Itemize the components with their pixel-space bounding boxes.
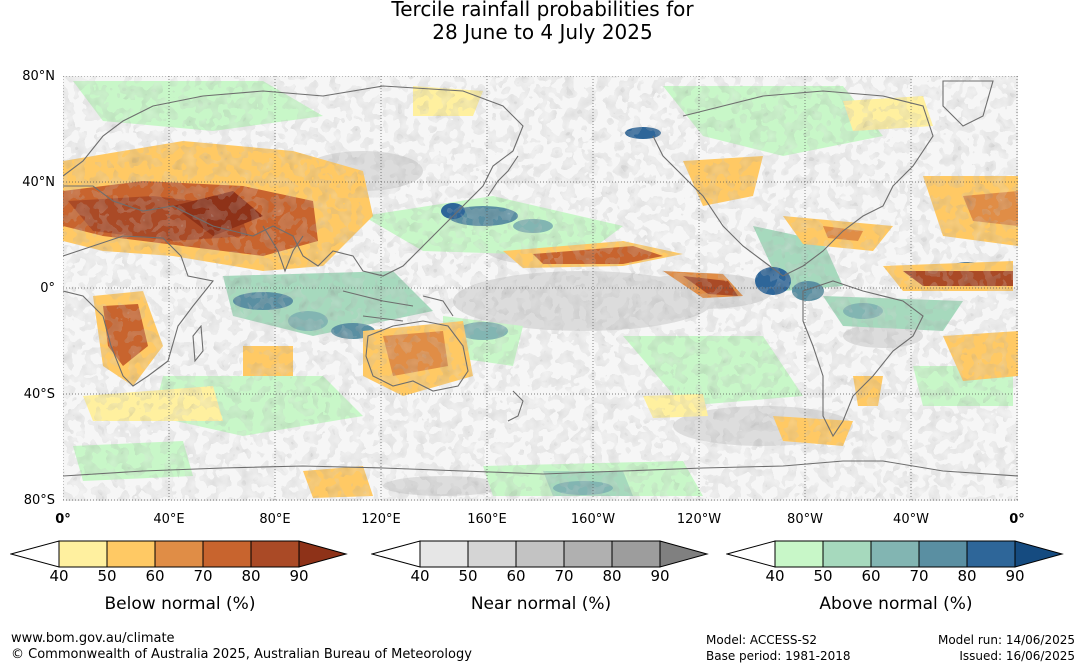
- above-tick-40: 40: [765, 567, 785, 585]
- colorbar-near-normal-swatches: [371, 540, 709, 568]
- colorbar-1-segment-3: [515, 540, 565, 568]
- near-tick-40: 40: [410, 567, 430, 585]
- colorbar-0-segment-3: [154, 540, 204, 568]
- colorbar-0-segment-1: [58, 540, 108, 568]
- lon-label-160e: 160°E: [467, 512, 507, 527]
- coast-africa: [63, 235, 214, 387]
- footer-issued: Issued: 16/06/2025: [959, 649, 1075, 663]
- footer-url: www.bom.gov.au/climate: [11, 631, 175, 646]
- lon-label-80e: 80°E: [259, 512, 291, 527]
- coast-newzealand: [507, 390, 524, 422]
- colorbar-below-normal: 40 50 60 70 80 90 Below normal (%): [10, 540, 350, 620]
- footer-base-period: Base period: 1981-2018: [706, 649, 851, 663]
- coast-greenland: [942, 80, 994, 127]
- lon-label-120e: 120°E: [361, 512, 401, 527]
- lon-label-0-right: 0°: [1009, 512, 1025, 527]
- colorbar-near-normal: 40 50 60 70 80 90 Near normal (%): [371, 540, 711, 620]
- lon-label-160w: 160°W: [570, 512, 616, 527]
- near-tick-80: 80: [602, 567, 622, 585]
- lon-label-80w: 80°W: [787, 512, 823, 527]
- below-tick-50: 50: [97, 567, 117, 585]
- above-tick-50: 50: [813, 567, 833, 585]
- coast-australia: [365, 320, 469, 392]
- coast-japan: [487, 155, 519, 197]
- footer-copyright: © Commonwealth of Australia 2025, Austra…: [11, 647, 472, 662]
- above-tick-90: 90: [1005, 567, 1025, 585]
- coast-antarctica: [63, 460, 1018, 477]
- near-tick-50: 50: [458, 567, 478, 585]
- below-tick-90: 90: [289, 567, 309, 585]
- below-tick-60: 60: [145, 567, 165, 585]
- colorbar-1-segment-1: [419, 540, 469, 568]
- footer-model-run: Model run: 14/06/2025: [937, 633, 1075, 647]
- lon-label-40w: 40°W: [893, 512, 929, 527]
- near-tick-70: 70: [554, 567, 574, 585]
- colorbar-below-normal-swatches: [10, 540, 348, 568]
- colorbar-0-low-arrow: [10, 540, 60, 568]
- colorbar-2-segment-1: [774, 540, 824, 568]
- lat-label-80n: 80°N: [22, 69, 55, 84]
- near-normal-title: Near normal (%): [470, 594, 612, 614]
- near-tick-60: 60: [506, 567, 526, 585]
- colorbar-1-low-arrow: [371, 540, 421, 568]
- lat-label-40s: 40°S: [23, 387, 55, 402]
- colorbar-2-segment-4: [918, 540, 968, 568]
- above-tick-80: 80: [957, 567, 977, 585]
- coast-north-america: [652, 90, 934, 277]
- colorbar-2-segment-3: [870, 540, 920, 568]
- lat-label-40n: 40°N: [22, 175, 55, 190]
- below-tick-40: 40: [49, 567, 69, 585]
- rainfall-probability-map: [63, 76, 1018, 501]
- lon-label-40e: 40°E: [153, 512, 185, 527]
- footer-model: Model: ACCESS-S2: [706, 633, 818, 647]
- colorbar-2-low-arrow: [726, 540, 776, 568]
- coast-indonesia: [342, 290, 454, 322]
- map-svg: [63, 76, 1018, 501]
- colorbar-0-segment-2: [106, 540, 156, 568]
- above-tick-60: 60: [861, 567, 881, 585]
- coast-eurasia: [63, 85, 524, 277]
- colorbar-1-segment-2: [467, 540, 517, 568]
- colorbar-0-high-arrow: [298, 540, 348, 568]
- above-tick-70: 70: [909, 567, 929, 585]
- below-normal-title: Below normal (%): [104, 594, 256, 614]
- below-tick-80: 80: [241, 567, 261, 585]
- coastlines: [63, 80, 1018, 477]
- colorbar-1-segment-4: [563, 540, 613, 568]
- graticule: [63, 76, 1018, 501]
- colorbar-2-high-arrow: [1014, 540, 1064, 568]
- colorbar-2-segment-2: [822, 540, 872, 568]
- map-title-line1: Tercile rainfall probabilities for: [391, 0, 694, 21]
- coast-india: [262, 225, 304, 273]
- above-normal-title: Above normal (%): [819, 594, 973, 614]
- coast-madagascar: [192, 324, 204, 363]
- colorbar-2-segment-5: [966, 540, 1016, 568]
- map-title-line2: 28 June to 4 July 2025: [432, 20, 653, 44]
- lon-label-120w: 120°W: [676, 512, 722, 527]
- colorbar-above-normal: 40 50 60 70 80 90 Above normal (%): [726, 540, 1066, 620]
- below-tick-70: 70: [193, 567, 213, 585]
- colorbar-1-high-arrow: [659, 540, 709, 568]
- lat-label-80s: 80°S: [23, 493, 55, 508]
- near-tick-90: 90: [650, 567, 670, 585]
- colorbar-above-normal-swatches: [726, 540, 1064, 568]
- coast-south-america: [802, 280, 924, 438]
- lon-label-0-left: 0°: [55, 512, 71, 527]
- colorbar-0-segment-4: [202, 540, 252, 568]
- colorbar-1-segment-5: [611, 540, 661, 568]
- lat-label-0: 0°: [40, 281, 55, 296]
- colorbar-0-segment-5: [250, 540, 300, 568]
